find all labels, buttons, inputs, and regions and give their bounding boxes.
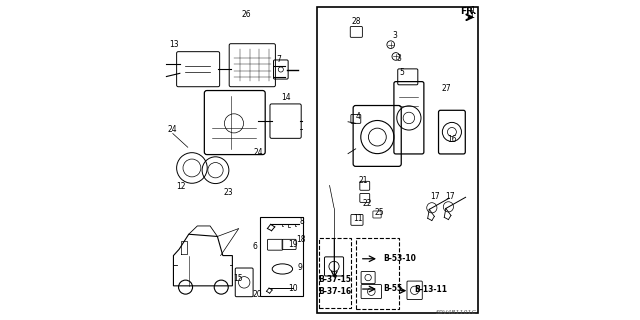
Text: 24: 24	[167, 124, 177, 133]
Text: 3: 3	[392, 31, 397, 40]
Text: 17: 17	[445, 192, 455, 201]
Text: 1: 1	[470, 6, 475, 15]
Text: 17: 17	[431, 192, 440, 201]
Text: 6: 6	[253, 243, 258, 252]
Text: 1: 1	[469, 10, 476, 20]
Text: B-37-15
B-37-16: B-37-15 B-37-16	[318, 276, 351, 296]
Text: 27: 27	[441, 84, 451, 93]
Text: 9: 9	[298, 262, 302, 272]
Text: 26: 26	[242, 10, 252, 19]
Text: S9V4B1101C: S9V4B1101C	[436, 310, 477, 316]
Text: 14: 14	[281, 93, 291, 102]
Text: B-55: B-55	[383, 284, 402, 293]
Text: 13: 13	[169, 40, 179, 49]
Text: 18: 18	[296, 235, 306, 244]
Text: 24: 24	[253, 148, 263, 157]
Text: FR.: FR.	[460, 7, 476, 16]
Text: 21: 21	[358, 176, 368, 185]
Text: 3: 3	[397, 53, 401, 62]
Text: 25: 25	[374, 208, 384, 217]
Text: 20: 20	[253, 290, 262, 299]
Text: 16: 16	[447, 135, 457, 144]
Text: 23: 23	[223, 188, 233, 197]
Text: 10: 10	[288, 284, 298, 293]
Text: 12: 12	[177, 182, 186, 191]
Text: 19: 19	[288, 240, 298, 249]
Text: 28: 28	[352, 17, 362, 26]
Text: 15: 15	[233, 274, 243, 283]
Text: 22: 22	[362, 198, 372, 207]
Text: 5: 5	[399, 68, 404, 77]
Text: B-13-11: B-13-11	[414, 285, 447, 294]
Text: 4: 4	[356, 113, 361, 122]
Text: 11: 11	[353, 214, 362, 223]
Text: 8: 8	[299, 217, 304, 226]
Text: 7: 7	[276, 54, 281, 63]
Text: B-53-10: B-53-10	[383, 254, 415, 263]
